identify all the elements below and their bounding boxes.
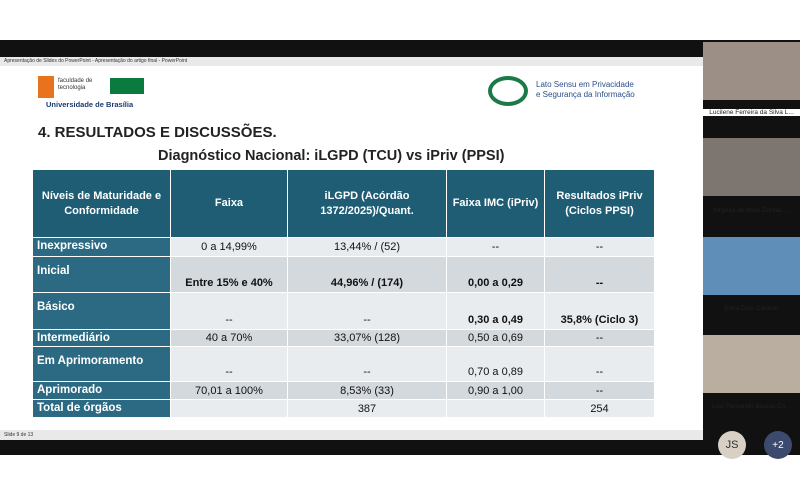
participant-name: Lucilene Ferreira da Silva L... [703,109,800,116]
table-cell: Intermediário [33,330,171,347]
table-cell: -- [288,347,447,382]
logo-right-mark [488,76,528,106]
status-text: Slide 9 de 13 [4,432,34,438]
table-cell: 33,07% (128) [288,330,447,347]
table-title: Diagnóstico Nacional: iLGPD (TCU) vs iPr… [158,148,505,164]
video-tile [703,237,800,295]
table-cell: 70,01 a 100% [171,382,288,400]
logo-right: Lato Sensu em Privacidade e Segurança da … [536,80,635,100]
avatar[interactable]: JS [718,431,746,459]
table-cell: 0,90 a 1,00 [447,382,545,400]
table-cell: Faixa IMC (iPriv) [447,170,545,238]
table-cell: 35,8% (Ciclo 3) [545,293,655,330]
logo-text: faculdade de tecnologia [58,78,92,92]
table-cell: 0,00 a 0,29 [447,257,545,293]
table-cell: Resultados iPriv (Ciclos PPSI) [545,170,655,238]
logo-line: e Segurança da Informação [536,90,635,99]
window-titlebar: Apresentação de Slides do PowerPoint - A… [0,57,703,66]
table-cell: Entre 15% e 40% [171,257,288,293]
table-cell: Total de órgãos [33,400,171,418]
table-cell: 8,53% (33) [288,382,447,400]
participant-name: Luiz Fernando Bastos Co... [712,403,791,410]
table-cell: Inexpressivo [33,238,171,257]
table-cell: 254 [545,400,655,418]
table-cell: 13,44% / (52) [288,238,447,257]
unb-mark [110,78,144,94]
table-cell: -- [447,238,545,257]
logo-line: faculdade de [58,78,93,84]
video-tile [703,138,800,196]
video-tile [703,42,800,100]
table-cell: 40 a 70% [171,330,288,347]
more-participants[interactable]: +2 [764,431,792,459]
heading: 4. RESULTADOS E DISCUSSÕES. [38,124,277,141]
participant-name: Virgínia de Melo Dantas ... [713,207,790,214]
logo-left: faculdade de tecnologia Universidade de B… [38,74,150,112]
video-tile [703,335,800,393]
table-cell: 0,30 a 0,49 [447,293,545,330]
table-cell [171,400,288,418]
table-cell: -- [288,293,447,330]
table-cell: -- [545,330,655,347]
table-cell: 387 [288,400,447,418]
window-title: Apresentação de Slides do PowerPoint - A… [4,58,188,64]
table-cell: -- [545,347,655,382]
slide: faculdade de tecnologia Universidade de B… [0,66,703,430]
statusbar: Slide 9 de 13 [0,430,703,440]
table-cell: -- [545,382,655,400]
table-cell: 0 a 14,99% [171,238,288,257]
logo-mark [38,76,54,98]
table-cell: 0,70 a 0,89 [447,347,545,382]
table-cell: 0,50 a 0,69 [447,330,545,347]
table-cell: Básico [33,293,171,330]
table-cell: iLGPD (Acórdão 1372/2025)/Quant. [288,170,447,238]
logo-line: Lato Sensu em Privacidade [536,80,634,89]
table-cell: Em Aprimoramento [33,347,171,382]
table-cell: Faixa [171,170,288,238]
table-cell: Níveis de Maturidade e Conformidade [33,170,171,238]
table: Níveis de Maturidade e Conformidade Faixa… [33,170,655,418]
logo-text: Universidade de Brasília [46,100,134,109]
table-cell: -- [545,257,655,293]
table-cell: 44,96% / (174) [288,257,447,293]
table-cell: Inicial [33,257,171,293]
logo-line: tecnologia [58,85,86,91]
table-cell: Aprimorado [33,382,171,400]
table-cell [447,400,545,418]
table-cell: -- [171,293,288,330]
table-cell: -- [545,238,655,257]
participant-name: Edna Dias Canedo [724,305,779,312]
table-cell: -- [171,347,288,382]
